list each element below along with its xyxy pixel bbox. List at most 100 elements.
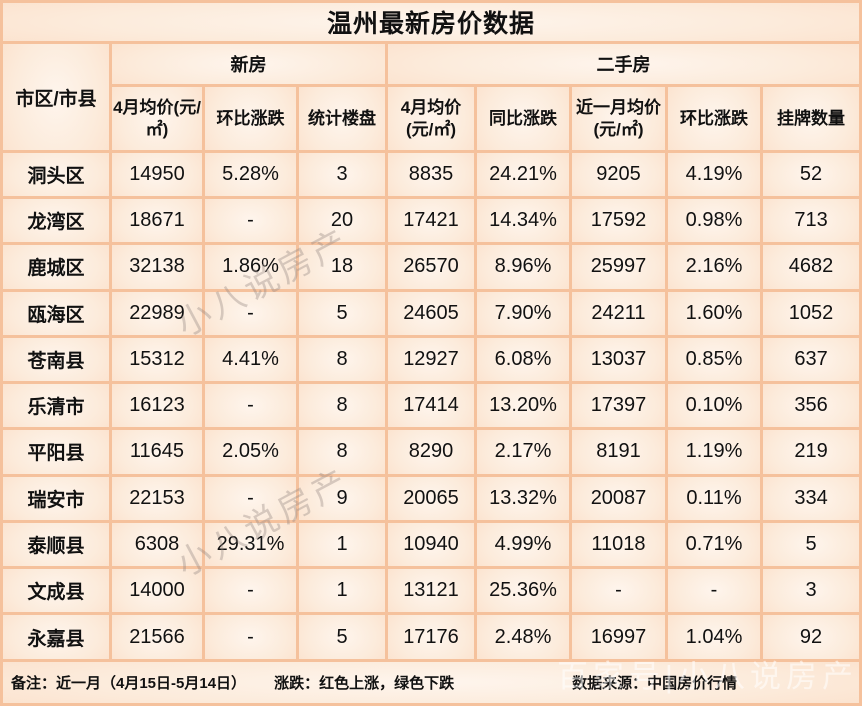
value-cell: 14.34% xyxy=(477,199,569,243)
district-cell: 泰顺县 xyxy=(3,522,109,567)
value-cell: 20 xyxy=(299,199,385,243)
value-cell: - xyxy=(205,291,296,335)
value-cell: 8 xyxy=(299,384,385,428)
value-cell: 1 xyxy=(299,522,385,567)
value-cell: 3 xyxy=(763,569,860,613)
corner-header: 市区/市县 xyxy=(3,44,109,150)
value-cell: 17397 xyxy=(572,384,665,428)
value-cell: 12927 xyxy=(388,337,474,382)
value-cell: 4.99% xyxy=(477,522,569,567)
value-cell: 24211 xyxy=(572,291,665,335)
table-row: 龙湾区 18671-20 17421 14.34% 17592 0.98% 713 xyxy=(3,199,860,243)
value-cell: 5 xyxy=(763,522,860,567)
table-row: 瓯海区 22989-5 24605 7.90% 24211 1.60% 1052 xyxy=(3,291,860,335)
value-cell: - xyxy=(205,615,296,659)
value-cell: 9 xyxy=(299,476,385,520)
table-row: 泰顺县 6308 29.31% 1 10940 4.99% 11018 0.71% 5 xyxy=(3,522,860,567)
table-row: 瑞安市 22153-9 20065 13.32% 20087 0.11% 334 xyxy=(3,476,860,520)
value-cell: 1.19% xyxy=(668,430,760,474)
value-cell: 52 xyxy=(763,152,860,197)
value-cell: 7.90% xyxy=(477,291,569,335)
value-cell: 1052 xyxy=(763,291,860,335)
footer-legend: 涨跌：红色上涨，绿色下跌 xyxy=(274,674,455,692)
value-cell: 8 xyxy=(299,430,385,474)
footer-bar: 备注：近一月（4月15日-5月14日） 涨跌：红色上涨，绿色下跌 数据来源：中国… xyxy=(3,661,860,703)
value-cell: 8290 xyxy=(388,430,474,474)
district-cell: 瓯海区 xyxy=(3,291,109,335)
table-row: 苍南县 15312 4.41% 8 12927 6.08% 13037 0.85% 637 xyxy=(3,337,860,382)
value-cell: 16997 xyxy=(572,615,665,659)
value-cell: 92 xyxy=(763,615,860,659)
value-cell: 0.85% xyxy=(668,337,760,382)
value-cell: 10940 xyxy=(388,522,474,567)
value-cell: 13.32% xyxy=(477,476,569,520)
group-header-secondhand-homes: 二手房 xyxy=(388,44,860,85)
value-cell: 8.96% xyxy=(477,245,569,289)
table-title: 温州最新房价数据 xyxy=(3,3,860,42)
value-cell: 4682 xyxy=(763,245,860,289)
table-row: 鹿城区 32138 1.86% 18 26570 8.96% 25997 2.16% 4682 xyxy=(3,245,860,289)
value-cell: 21566 xyxy=(112,615,202,659)
value-cell: 29.31% xyxy=(205,522,296,567)
value-cell: 14000 xyxy=(112,569,202,613)
footer-note: 备注：近一月（4月15日-5月14日） xyxy=(11,674,247,692)
value-cell: 17421 xyxy=(388,199,474,243)
value-cell: 713 xyxy=(763,199,860,243)
district-cell: 苍南县 xyxy=(3,337,109,382)
table-row: 文成县 14000-1 13121 25.36% - -3 xyxy=(3,569,860,613)
value-cell: - xyxy=(205,199,296,243)
footer-source: 数据来源：中国房价行情 xyxy=(572,674,738,692)
district-cell: 文成县 xyxy=(3,569,109,613)
value-cell: 17414 xyxy=(388,384,474,428)
value-cell: 13.20% xyxy=(477,384,569,428)
value-cell: 22989 xyxy=(112,291,202,335)
value-cell: 20065 xyxy=(388,476,474,520)
value-cell: 0.11% xyxy=(668,476,760,520)
district-cell: 乐清市 xyxy=(3,384,109,428)
value-cell: 8191 xyxy=(572,430,665,474)
value-cell: 18671 xyxy=(112,199,202,243)
value-cell: 25997 xyxy=(572,245,665,289)
district-cell: 平阳县 xyxy=(3,430,109,474)
value-cell: - xyxy=(205,384,296,428)
value-cell: 5 xyxy=(299,615,385,659)
value-cell: 25.36% xyxy=(477,569,569,613)
value-cell: 20087 xyxy=(572,476,665,520)
value-cell: 1 xyxy=(299,569,385,613)
district-cell: 龙湾区 xyxy=(3,199,109,243)
district-cell: 瑞安市 xyxy=(3,476,109,520)
table-row: 永嘉县 21566-5 17176 2.48% 16997 1.04% 92 xyxy=(3,615,860,659)
value-cell: 1.04% xyxy=(668,615,760,659)
value-cell: 8835 xyxy=(388,152,474,197)
table-row: 乐清市 16123-8 17414 13.20% 17397 0.10% 356 xyxy=(3,384,860,428)
value-cell: 26570 xyxy=(388,245,474,289)
district-cell: 鹿城区 xyxy=(3,245,109,289)
value-cell: 0.10% xyxy=(668,384,760,428)
value-cell: - xyxy=(205,476,296,520)
value-cell: 356 xyxy=(763,384,860,428)
district-cell: 永嘉县 xyxy=(3,615,109,659)
value-cell: 4.41% xyxy=(205,337,296,382)
column-header-yoy-change-secondhand: 同比涨跌 xyxy=(477,87,569,150)
column-header-mom-change-new: 环比涨跌 xyxy=(205,87,296,150)
value-cell: 0.71% xyxy=(668,522,760,567)
table-row: 洞头区 14950 5.28% 3 8835 24.21% 9205 4.19% 52 xyxy=(3,152,860,197)
value-cell: 5 xyxy=(299,291,385,335)
value-cell: 4.19% xyxy=(668,152,760,197)
value-cell: 0.98% xyxy=(668,199,760,243)
value-cell: 24.21% xyxy=(477,152,569,197)
column-header-april-avg-new: 4月均价(元/㎡) xyxy=(112,87,202,150)
value-cell: - xyxy=(668,569,760,613)
value-cell: - xyxy=(205,569,296,613)
value-cell: 5.28% xyxy=(205,152,296,197)
value-cell: 2.05% xyxy=(205,430,296,474)
value-cell: 13121 xyxy=(388,569,474,613)
value-cell: 32138 xyxy=(112,245,202,289)
value-cell: 17592 xyxy=(572,199,665,243)
value-cell: - xyxy=(572,569,665,613)
value-cell: 8 xyxy=(299,337,385,382)
district-cell: 洞头区 xyxy=(3,152,109,197)
table-row: 平阳县 11645 2.05% 8 8290 2.17% 8191 1.19% 219 xyxy=(3,430,860,474)
value-cell: 2.17% xyxy=(477,430,569,474)
